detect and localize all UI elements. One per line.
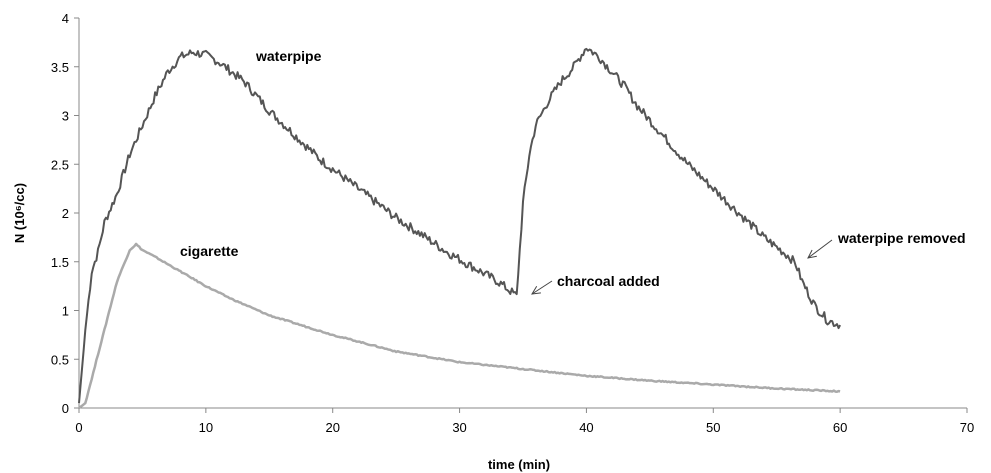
series-line-waterpipe	[78, 47, 841, 404]
waterpipe-removed-arrow	[807, 239, 833, 259]
y-axis-title: N (10⁶/cc)	[12, 183, 27, 243]
y-tick-label: 1	[62, 304, 69, 319]
y-tick-label: 2.5	[51, 157, 69, 172]
y-tick-label: 0	[62, 401, 69, 416]
waterpipe-label: waterpipe	[255, 48, 322, 64]
annotation-arrows	[531, 239, 833, 295]
x-tick-label: 20	[325, 420, 339, 435]
waterpipe-removed-arrowhead	[807, 249, 817, 259]
x-axis-title: time (min)	[488, 457, 550, 472]
charcoal-added-arrow	[531, 280, 553, 295]
x-tick-label: 0	[75, 420, 82, 435]
plot-area: 0 10 20 30 40 50 60 70 0 0.5 1 1.5 2 2.5 3 3.5 4 waterp…	[51, 11, 974, 435]
charcoal-added-arrowhead	[531, 286, 541, 295]
waterpipe-removed-label: waterpipe removed	[837, 230, 966, 246]
x-tick-label: 10	[199, 420, 213, 435]
y-tick-label: 0.5	[51, 352, 69, 367]
series-line-cigarette	[78, 242, 841, 409]
annotation-labels: waterpipe cigarette charcoal added water…	[180, 48, 966, 289]
y-tick-label: 3	[62, 109, 69, 124]
x-tick-label: 70	[960, 420, 974, 435]
x-tick-label: 50	[706, 420, 720, 435]
x-tick-group: 0 10 20 30 40 50 60 70	[75, 408, 974, 435]
y-tick-group: 0 0.5 1 1.5 2 2.5 3 3.5 4	[51, 11, 79, 416]
x-tick-label: 40	[579, 420, 593, 435]
x-tick-label: 60	[833, 420, 847, 435]
y-tick-label: 1.5	[51, 255, 69, 270]
y-tick-label: 3.5	[51, 60, 69, 75]
cigarette-label: cigarette	[180, 243, 239, 259]
charcoal-added-label: charcoal added	[557, 273, 660, 289]
series-group	[78, 47, 841, 409]
x-tick-label: 30	[452, 420, 466, 435]
y-tick-label: 2	[62, 206, 69, 221]
y-tick-label: 4	[62, 11, 69, 26]
